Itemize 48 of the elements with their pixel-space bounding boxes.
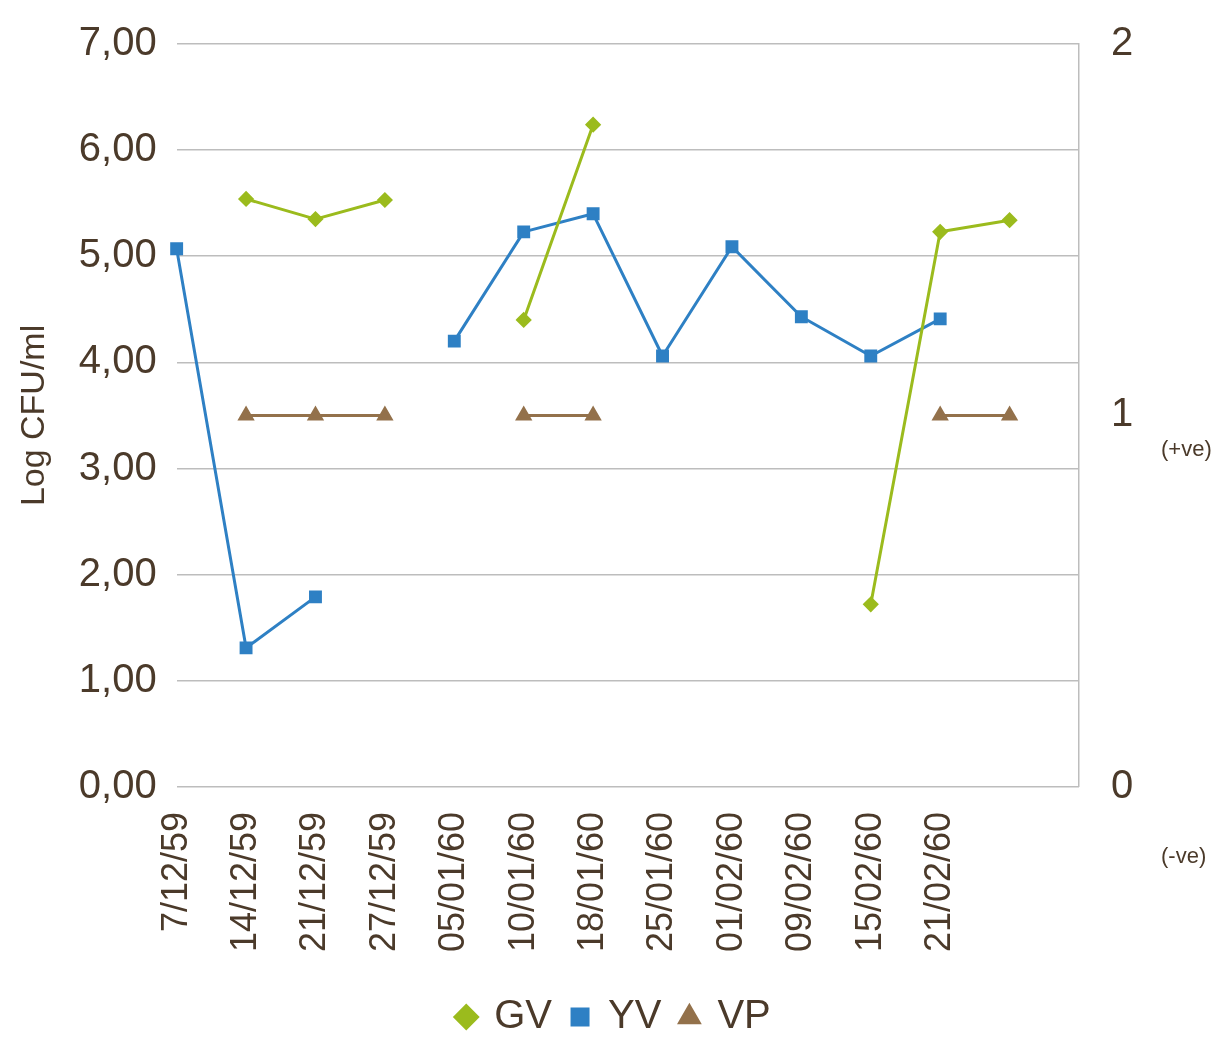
x-tick-label: 10/01/60 xyxy=(500,811,542,953)
y-tick-label: 5,00 xyxy=(78,231,157,276)
point xyxy=(516,312,532,328)
point xyxy=(307,211,323,227)
point xyxy=(585,117,601,133)
y-tick-label: 6,00 xyxy=(78,125,157,170)
x-tick-label: 05/01/60 xyxy=(431,811,473,953)
x-tick-label: 21/12/59 xyxy=(292,811,334,953)
point xyxy=(656,349,669,363)
x-tick-label: 09/02/60 xyxy=(778,811,820,953)
point xyxy=(170,242,184,256)
point xyxy=(863,596,879,612)
x-tick-label: 01/02/60 xyxy=(708,811,750,953)
y2-tick-label: 0 xyxy=(1111,761,1134,806)
y2-tick-label: 2 xyxy=(1111,19,1134,64)
x-tick-label: 25/01/60 xyxy=(639,811,681,953)
point xyxy=(309,590,322,604)
text: (-ve) xyxy=(1161,842,1207,868)
point xyxy=(238,191,254,207)
y-tick-label: 0,00 xyxy=(78,761,157,806)
y2-tick-label: 1 xyxy=(1111,390,1134,435)
y-tick-label: 7,00 xyxy=(78,19,157,64)
text: (+ve) xyxy=(1161,436,1212,462)
point xyxy=(932,224,948,240)
y-tick-label: 3,00 xyxy=(78,443,157,488)
point xyxy=(933,312,947,326)
x-tick-label: 27/12/59 xyxy=(361,811,403,953)
point xyxy=(586,207,600,221)
point xyxy=(864,349,878,363)
legend-label: YV xyxy=(608,992,662,1037)
y-tick-label: 2,00 xyxy=(78,549,157,594)
x-tick-label: 21/02/60 xyxy=(917,811,959,953)
point xyxy=(447,334,461,348)
y-tick-label: 4,00 xyxy=(78,337,157,382)
x-tick-label: 14/12/59 xyxy=(222,811,264,953)
y-tick-label: 1,00 xyxy=(78,655,157,700)
point xyxy=(1002,212,1018,228)
legend-label: GV xyxy=(494,992,553,1037)
legend-label: VP xyxy=(717,992,771,1037)
point xyxy=(725,240,739,254)
x-tick-label: 18/01/60 xyxy=(570,811,612,953)
point xyxy=(239,641,253,655)
point xyxy=(794,310,808,324)
y-axis-title: Log CFU/ml xyxy=(12,324,51,507)
x-tick-label: 7/12/59 xyxy=(153,811,195,932)
point xyxy=(517,225,531,239)
x-tick-label: 15/02/60 xyxy=(847,811,889,953)
point xyxy=(377,192,393,208)
